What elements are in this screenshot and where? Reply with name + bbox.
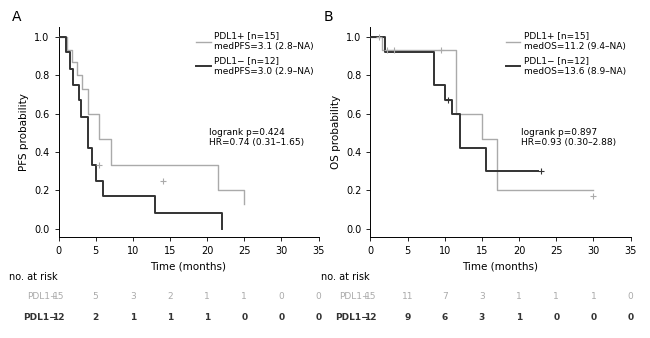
Text: 11: 11 [402,292,413,301]
Text: PDL1−: PDL1− [335,313,369,322]
Text: 1: 1 [129,313,136,322]
Text: 1: 1 [590,292,596,301]
Text: PDL1−: PDL1− [23,313,57,322]
Text: 12: 12 [364,313,377,322]
Text: B: B [324,10,333,24]
Text: no. at risk: no. at risk [320,272,369,282]
Text: 1: 1 [553,292,559,301]
Text: 1: 1 [167,313,173,322]
Text: 1: 1 [241,292,247,301]
Text: 9: 9 [404,313,411,322]
Text: 0: 0 [316,292,321,301]
Text: PDL1+: PDL1+ [339,292,369,301]
Text: 0: 0 [590,313,597,322]
Text: 15: 15 [53,292,64,301]
Text: logrank p=0.897
HR=0.93 (0.30–2.88): logrank p=0.897 HR=0.93 (0.30–2.88) [521,128,616,147]
Text: 3: 3 [130,292,136,301]
Text: A: A [12,10,21,24]
Text: 15: 15 [365,292,376,301]
Text: 0: 0 [315,313,322,322]
Text: 5: 5 [93,292,99,301]
Text: 1: 1 [204,313,210,322]
Text: 1: 1 [516,313,522,322]
Text: 3: 3 [479,292,485,301]
Y-axis label: OS probability: OS probability [331,95,341,169]
Text: 2: 2 [92,313,99,322]
Text: 1: 1 [204,292,210,301]
X-axis label: Time (months): Time (months) [463,261,538,271]
Text: 12: 12 [52,313,65,322]
X-axis label: Time (months): Time (months) [151,261,226,271]
Text: 2: 2 [167,292,173,301]
Text: 0: 0 [241,313,247,322]
Text: 7: 7 [442,292,448,301]
Text: 0: 0 [278,292,284,301]
Text: no. at risk: no. at risk [8,272,57,282]
Text: logrank p=0.424
HR=0.74 (0.31–1.65): logrank p=0.424 HR=0.74 (0.31–1.65) [209,128,304,147]
Text: 0: 0 [628,292,633,301]
Text: 0: 0 [553,313,559,322]
Text: PDL1+: PDL1+ [27,292,57,301]
Y-axis label: PFS probability: PFS probability [19,93,29,171]
Legend: PDL1+ [n=15]
medOS=11.2 (9.4–NA), PDL1− [n=12]
medOS=13.6 (8.9–NA): PDL1+ [n=15] medOS=11.2 (9.4–NA), PDL1− … [504,30,628,78]
Text: 3: 3 [479,313,485,322]
Text: 0: 0 [278,313,285,322]
Text: 6: 6 [441,313,448,322]
Text: 0: 0 [627,313,634,322]
Text: 1: 1 [516,292,522,301]
Legend: PDL1+ [n=15]
medPFS=3.1 (2.8–NA), PDL1− [n=12]
medPFS=3.0 (2.9–NA): PDL1+ [n=15] medPFS=3.1 (2.8–NA), PDL1− … [194,30,316,78]
